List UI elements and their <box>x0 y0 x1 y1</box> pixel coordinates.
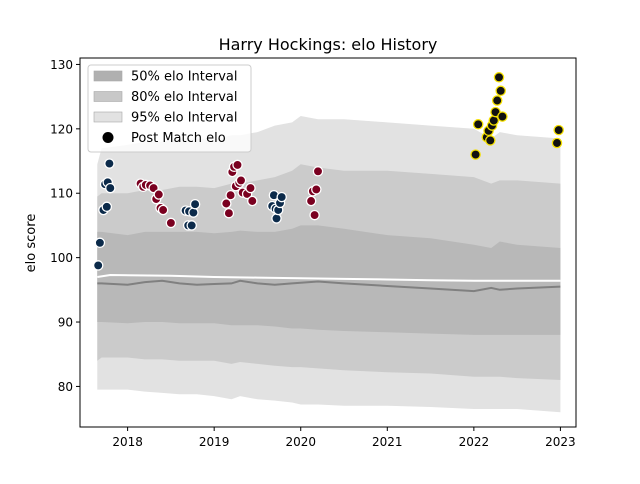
elo-point <box>305 195 317 207</box>
legend-label: 95% elo Interval <box>131 111 238 126</box>
elo-point <box>235 175 247 186</box>
x-tick-label: 2022 <box>459 435 490 449</box>
y-axis: 80 90 100 110 120 130 <box>50 58 80 394</box>
elo-point <box>94 237 106 249</box>
elo-point <box>221 198 232 209</box>
post-match-points <box>92 72 564 271</box>
elo-point <box>493 72 505 83</box>
elo-point <box>245 182 256 194</box>
elo-point <box>101 201 113 213</box>
x-tick-label: 2018 <box>112 435 143 449</box>
elo-point <box>188 207 199 218</box>
interval-bands <box>97 116 561 413</box>
legend-swatch <box>93 91 123 102</box>
elo-point <box>232 159 243 171</box>
y-tick-label: 90 <box>58 316 73 330</box>
elo-point <box>105 182 116 194</box>
y-tick-label: 80 <box>58 380 73 394</box>
y-axis-label: elo score <box>24 214 39 273</box>
legend-swatch <box>93 111 123 123</box>
band-50 <box>97 225 561 335</box>
elo-point <box>312 166 324 177</box>
elo-point <box>271 213 282 224</box>
legend-label: Post Match elo <box>131 131 226 146</box>
elo-point <box>186 220 197 231</box>
elo-point <box>553 124 564 136</box>
x-axis: 2018 2019 2020 2021 2022 2023 <box>112 427 576 449</box>
elo-point <box>247 195 258 207</box>
legend-marker <box>102 132 114 143</box>
y-tick-label: 110 <box>50 187 73 201</box>
elo-point <box>495 85 506 97</box>
y-tick-label: 130 <box>50 58 73 72</box>
elo-point <box>276 191 287 203</box>
elo-point <box>225 189 236 201</box>
elo-point <box>551 137 563 149</box>
y-tick-label: 120 <box>50 122 73 136</box>
chart-title: Harry Hockings: elo History <box>219 35 438 54</box>
elo-point <box>153 189 165 200</box>
elo-point <box>104 158 115 169</box>
elo-point <box>157 204 169 216</box>
median-line <box>97 279 561 293</box>
elo-point <box>165 217 177 229</box>
elo-point <box>488 115 500 126</box>
x-tick-label: 2023 <box>545 435 576 449</box>
elo-point <box>223 207 235 219</box>
elo-point <box>485 135 496 146</box>
legend-frame <box>87 64 252 153</box>
elo-point <box>309 209 320 221</box>
legend-label: 80% elo Interval <box>131 90 238 105</box>
plot-area <box>92 72 564 413</box>
elo-point <box>311 184 322 195</box>
x-tick-label: 2019 <box>199 435 230 449</box>
legend-label: 50% elo Interval <box>131 70 238 85</box>
plot-frame <box>79 57 577 428</box>
y-tick-label: 100 <box>50 251 73 265</box>
reference-lines <box>97 273 561 293</box>
elo-point <box>92 260 104 271</box>
expected-elo-line <box>97 273 561 282</box>
elo-point <box>491 95 503 106</box>
x-tick-label: 2020 <box>285 435 316 449</box>
elo-point <box>189 198 201 210</box>
elo-point <box>472 119 484 130</box>
legend-swatch <box>93 70 123 82</box>
elo-point <box>497 111 508 122</box>
elo-point <box>470 149 481 160</box>
x-tick-label: 2021 <box>372 435 403 449</box>
legend: 50% elo Interval 80% elo Interval 95% elo … <box>87 64 252 153</box>
